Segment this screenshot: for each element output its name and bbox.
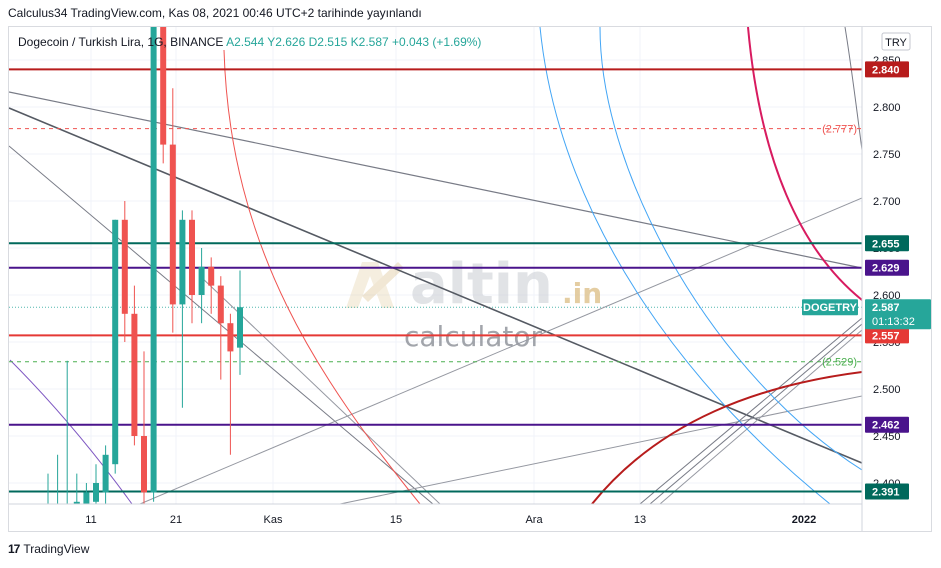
watermark-logo-icon — [346, 262, 404, 308]
trend-line-lower — [9, 145, 434, 504]
level-tag — [865, 483, 909, 500]
currency-label: TRY — [885, 37, 907, 49]
legend-close: K2.587 — [351, 35, 392, 49]
candles — [45, 27, 243, 568]
candle-body — [150, 27, 157, 493]
y-tick-label: 2.450 — [873, 431, 901, 443]
candle-body — [112, 219, 119, 465]
channel-line-4 — [649, 323, 862, 504]
trend-line-upper — [9, 91, 862, 269]
level-tag — [865, 416, 909, 433]
legend: Dogecoin / Turkish Lira, 1G, BINANCE A2.… — [18, 35, 481, 49]
candle-body — [179, 219, 186, 305]
x-tick-label: 2022 — [792, 514, 816, 526]
candle-body — [73, 501, 80, 504]
current-price-label: 2.587 — [872, 302, 900, 314]
level-tag — [865, 61, 909, 78]
candle-body — [121, 219, 128, 314]
y-tick-label: 2.500 — [873, 384, 901, 396]
level-tag — [865, 235, 909, 252]
level-tag — [865, 327, 909, 344]
candle-body — [198, 266, 205, 295]
fib-arc-redthin — [223, 49, 421, 504]
price-tags: 2.840(2.777)2.6552.6292.557(2.529)2.4622… — [802, 61, 931, 500]
channel-line-3 — [639, 317, 862, 504]
legend-open: A2.544 — [226, 35, 267, 49]
candle-body — [83, 492, 90, 504]
drawings — [9, 27, 862, 504]
level-tag — [865, 259, 909, 276]
level-tag-label: 2.840 — [872, 64, 900, 76]
x-tick-label: Kas — [264, 514, 283, 526]
fib-arc-blue-2 — [599, 27, 862, 471]
tradingview-brand: TradingView — [23, 542, 90, 556]
candle-body — [131, 313, 138, 436]
y-tick-label: 2.750 — [873, 149, 901, 161]
legend-high: Y2.626 — [267, 35, 308, 49]
trend-line-diag — [199, 275, 441, 504]
watermark-sub: calculator — [404, 320, 543, 353]
x-tick-label: 13 — [634, 514, 646, 526]
symbol-tag-label: DOGETRY — [803, 302, 858, 314]
publication-line: Calculus34 TradingView.com, Kas 08, 2021… — [8, 6, 422, 20]
x-axis: 11 21 Kas 15 Ara 13 2022 — [9, 503, 862, 526]
x-tick-label: 21 — [170, 514, 182, 526]
candle-body — [169, 144, 176, 305]
level-tag-label: 2.462 — [872, 420, 900, 432]
candle-body — [45, 511, 51, 568]
chart-frame — [8, 26, 932, 532]
level-label: (2.529) — [822, 357, 857, 369]
current-price-tag — [865, 299, 931, 330]
tradingview-logo-icon: 17 — [8, 542, 20, 556]
fib-arc-blue-1 — [539, 27, 831, 504]
y-tick-label: 2.600 — [873, 290, 901, 302]
candle-body — [160, 27, 167, 145]
candle-body — [102, 454, 109, 493]
x-tick-label: Ara — [525, 514, 543, 526]
watermark-domain: .in — [562, 277, 602, 310]
x-tick-label: 11 — [85, 514, 96, 526]
y-axis: 2.8502.8002.7502.7002.6502.6002.5502.500… — [861, 27, 911, 531]
fib-arc-gray — [844, 27, 862, 151]
candle-body — [93, 483, 99, 502]
level-tag-label: 2.391 — [872, 486, 900, 498]
legend-line: Dogecoin / Turkish Lira, 1G, BINANCE A2.… — [18, 35, 481, 49]
candle-body — [217, 285, 224, 324]
symbol-tag — [802, 299, 858, 316]
level-tag-label: 2.557 — [872, 330, 900, 342]
legend-change: +0.043 (+1.69%) — [392, 35, 481, 49]
candle-body — [237, 307, 243, 348]
countdown-label: 01:13:32 — [872, 316, 915, 328]
footer[interactable]: 17 TradingView — [8, 542, 89, 556]
y-tick-label: 2.700 — [873, 196, 901, 208]
fib-arc-purple — [9, 359, 133, 504]
level-label: (2.777) — [822, 124, 857, 136]
candle-body — [141, 436, 147, 493]
legend-title: Dogecoin / Turkish Lira, 1G, BINANCE — [18, 35, 226, 49]
candle-body — [208, 266, 215, 286]
channel-line-2 — [339, 395, 862, 504]
candle-body — [189, 219, 195, 295]
legend-low: D2.515 — [309, 35, 351, 49]
channel-line-5 — [659, 329, 862, 504]
channel-line-1 — [139, 197, 862, 504]
candle-body — [227, 323, 234, 352]
fib-arc-red — [747, 27, 862, 301]
x-tick-label: 15 — [390, 514, 402, 526]
level-tag-label: 2.655 — [872, 238, 900, 250]
fib-arc-darkred — [591, 371, 862, 504]
y-tick-label: 2.800 — [873, 102, 901, 114]
currency-box[interactable] — [881, 32, 911, 51]
level-tag-label: 2.629 — [872, 263, 900, 275]
